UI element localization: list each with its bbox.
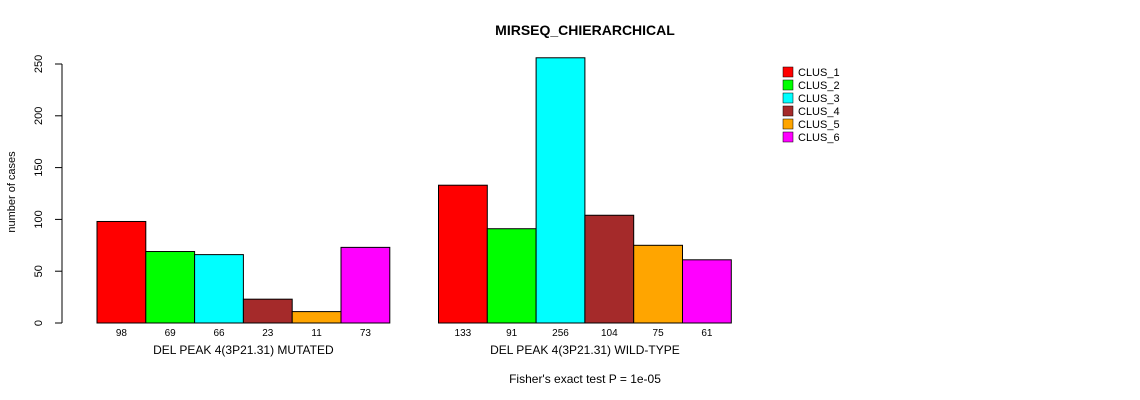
legend-swatch <box>782 79 794 91</box>
legend-label: CLUS_4 <box>798 106 840 118</box>
y-tick-label: 150 <box>33 158 45 176</box>
bar-clus-1 <box>96 220 147 324</box>
legend-label: CLUS_1 <box>798 67 840 79</box>
legend-swatch <box>782 118 794 130</box>
bar-clus-5 <box>633 244 684 324</box>
bar-clus-4 <box>584 214 635 324</box>
bar-value-label: 61 <box>701 328 713 339</box>
y-tick-label: 200 <box>33 107 45 125</box>
bar-clus-6 <box>340 246 391 324</box>
bar-clus-3 <box>194 254 244 324</box>
bar-value-label: 73 <box>360 328 372 339</box>
y-axis-label: number of cases <box>6 151 18 233</box>
bar-clus-5 <box>291 311 342 324</box>
y-tick-label: 100 <box>33 210 45 228</box>
legend-label: CLUS_3 <box>798 93 840 105</box>
bar-value-label: 66 <box>213 328 225 339</box>
bars: 98 69 66 23 11 73 DEL PEAK 4(3P21.31) MUTATED 1… <box>96 57 732 357</box>
legend-swatch <box>782 131 794 143</box>
footnote: Fisher's exact test P = 1e-05 <box>509 372 661 386</box>
group-label: DEL PEAK 4(3P21.31) MUTATED <box>153 343 334 357</box>
y-tick-label: 250 <box>33 55 45 73</box>
bar-clus-3 <box>535 57 586 324</box>
bar-clus-1 <box>438 184 488 324</box>
bar-value-label: 133 <box>455 328 472 339</box>
bar-value-label: 98 <box>116 328 128 339</box>
chart-title: MIRSEQ_CHIERARCHICAL <box>495 22 675 38</box>
bar-clus-6 <box>682 259 732 324</box>
y-tick-label: 50 <box>33 265 45 277</box>
legend-swatch <box>782 92 794 104</box>
legend-label: CLUS_6 <box>798 132 840 144</box>
group-label: DEL PEAK 4(3P21.31) WILD-TYPE <box>490 343 680 357</box>
bar-clus-4 <box>242 298 293 324</box>
bar-value-label: 91 <box>506 328 518 339</box>
bar-value-label: 23 <box>262 328 274 339</box>
bar-value-label: 11 <box>311 328 322 339</box>
legend-swatch <box>782 105 794 117</box>
bar-value-label: 104 <box>601 328 618 339</box>
bar-value-label: 75 <box>653 328 665 339</box>
legend-label: CLUS_2 <box>798 80 840 92</box>
legend-swatch <box>782 66 794 78</box>
bar-clus-2 <box>145 251 196 324</box>
bar-value-label: 69 <box>165 328 177 339</box>
y-axis: 0 50 100 150 200 250 <box>33 55 63 326</box>
legend-label: CLUS_5 <box>798 119 840 131</box>
bar-value-label: 256 <box>552 328 569 339</box>
bar-clus-2 <box>486 228 537 324</box>
y-tick-label: 0 <box>33 320 45 326</box>
